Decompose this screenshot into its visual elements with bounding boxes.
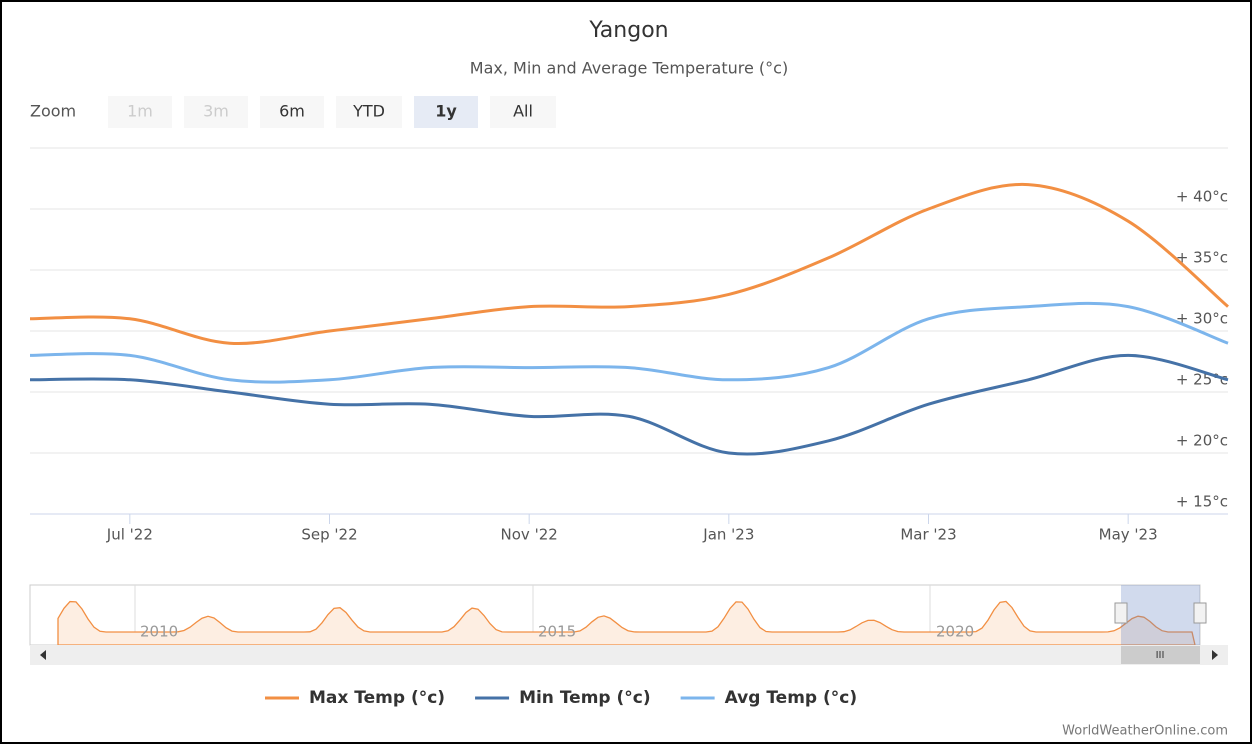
x-tick-label: Mar '23 (900, 526, 956, 544)
legend: Max Temp (°c) Min Temp (°c) Avg Temp (°c) (265, 688, 857, 708)
credit: WorldWeatherOnline.com (1062, 724, 1228, 739)
navigator-label: 2015 (538, 623, 576, 641)
zoom-button[interactable] (336, 96, 402, 128)
zoom-buttons: 1m 3m 6m YTD 1y All (108, 96, 556, 128)
navigator-labels: 2010 2015 2020 (140, 623, 974, 641)
x-tick-label: May '23 (1099, 526, 1158, 544)
zoom-button[interactable] (184, 96, 248, 128)
scroll-right[interactable] (1212, 650, 1218, 660)
y-tick-label: + 25°c (1176, 371, 1228, 389)
scrollbar-thumb[interactable] (1121, 646, 1200, 664)
series (29, 182, 1229, 456)
scrollbar-grip: III (1156, 650, 1165, 661)
zoom-button[interactable] (414, 96, 478, 128)
x-tick-label: Jan '23 (702, 526, 754, 544)
series-line (29, 301, 1229, 384)
chart-title: Yangon (588, 18, 668, 43)
zoom-button-label: 3m (203, 102, 229, 121)
zoom-label: Zoom (30, 102, 76, 121)
x-tick-label: Nov '22 (501, 526, 558, 544)
scroll-left[interactable] (40, 650, 46, 660)
zoom-button[interactable] (490, 96, 556, 128)
navigator-series (57, 600, 1196, 646)
zoom-button-label: 1y (435, 102, 457, 121)
y-tick-label: + 20°c (1176, 432, 1228, 450)
chart-subtitle: Max, Min and Average Temperature (°c) (470, 59, 788, 78)
y-tick-label: + 15°c (1176, 493, 1228, 511)
x-tick-label: Sep '22 (301, 526, 357, 544)
y-tick-label: + 35°c (1176, 249, 1228, 267)
zoom-button-label: All (513, 102, 533, 121)
navigator-handle[interactable] (1193, 602, 1207, 624)
series-line (29, 182, 1229, 345)
x-tick-label: Jul '22 (106, 526, 153, 544)
zoom-button[interactable] (260, 96, 324, 128)
zoom-button-label: 6m (279, 102, 305, 121)
zoom-button-label: 1m (127, 102, 153, 121)
zoom-button[interactable] (108, 96, 172, 128)
legend-label[interactable]: Max Temp (°c) (309, 688, 445, 708)
scrollbar[interactable] (30, 645, 1228, 665)
series-line (29, 353, 1229, 456)
navigator-handle[interactable] (1114, 602, 1128, 624)
navigator-selection[interactable] (1121, 585, 1200, 645)
legend-label[interactable]: Min Temp (°c) (519, 688, 651, 708)
y-tick-label: + 30°c (1176, 310, 1228, 328)
zoom-button-label: YTD (352, 102, 385, 121)
navigator-label: 2020 (936, 623, 974, 641)
y-tick-label: + 40°c (1176, 188, 1228, 206)
legend-label[interactable]: Avg Temp (°c) (725, 688, 858, 708)
navigator-label: 2010 (140, 623, 178, 641)
